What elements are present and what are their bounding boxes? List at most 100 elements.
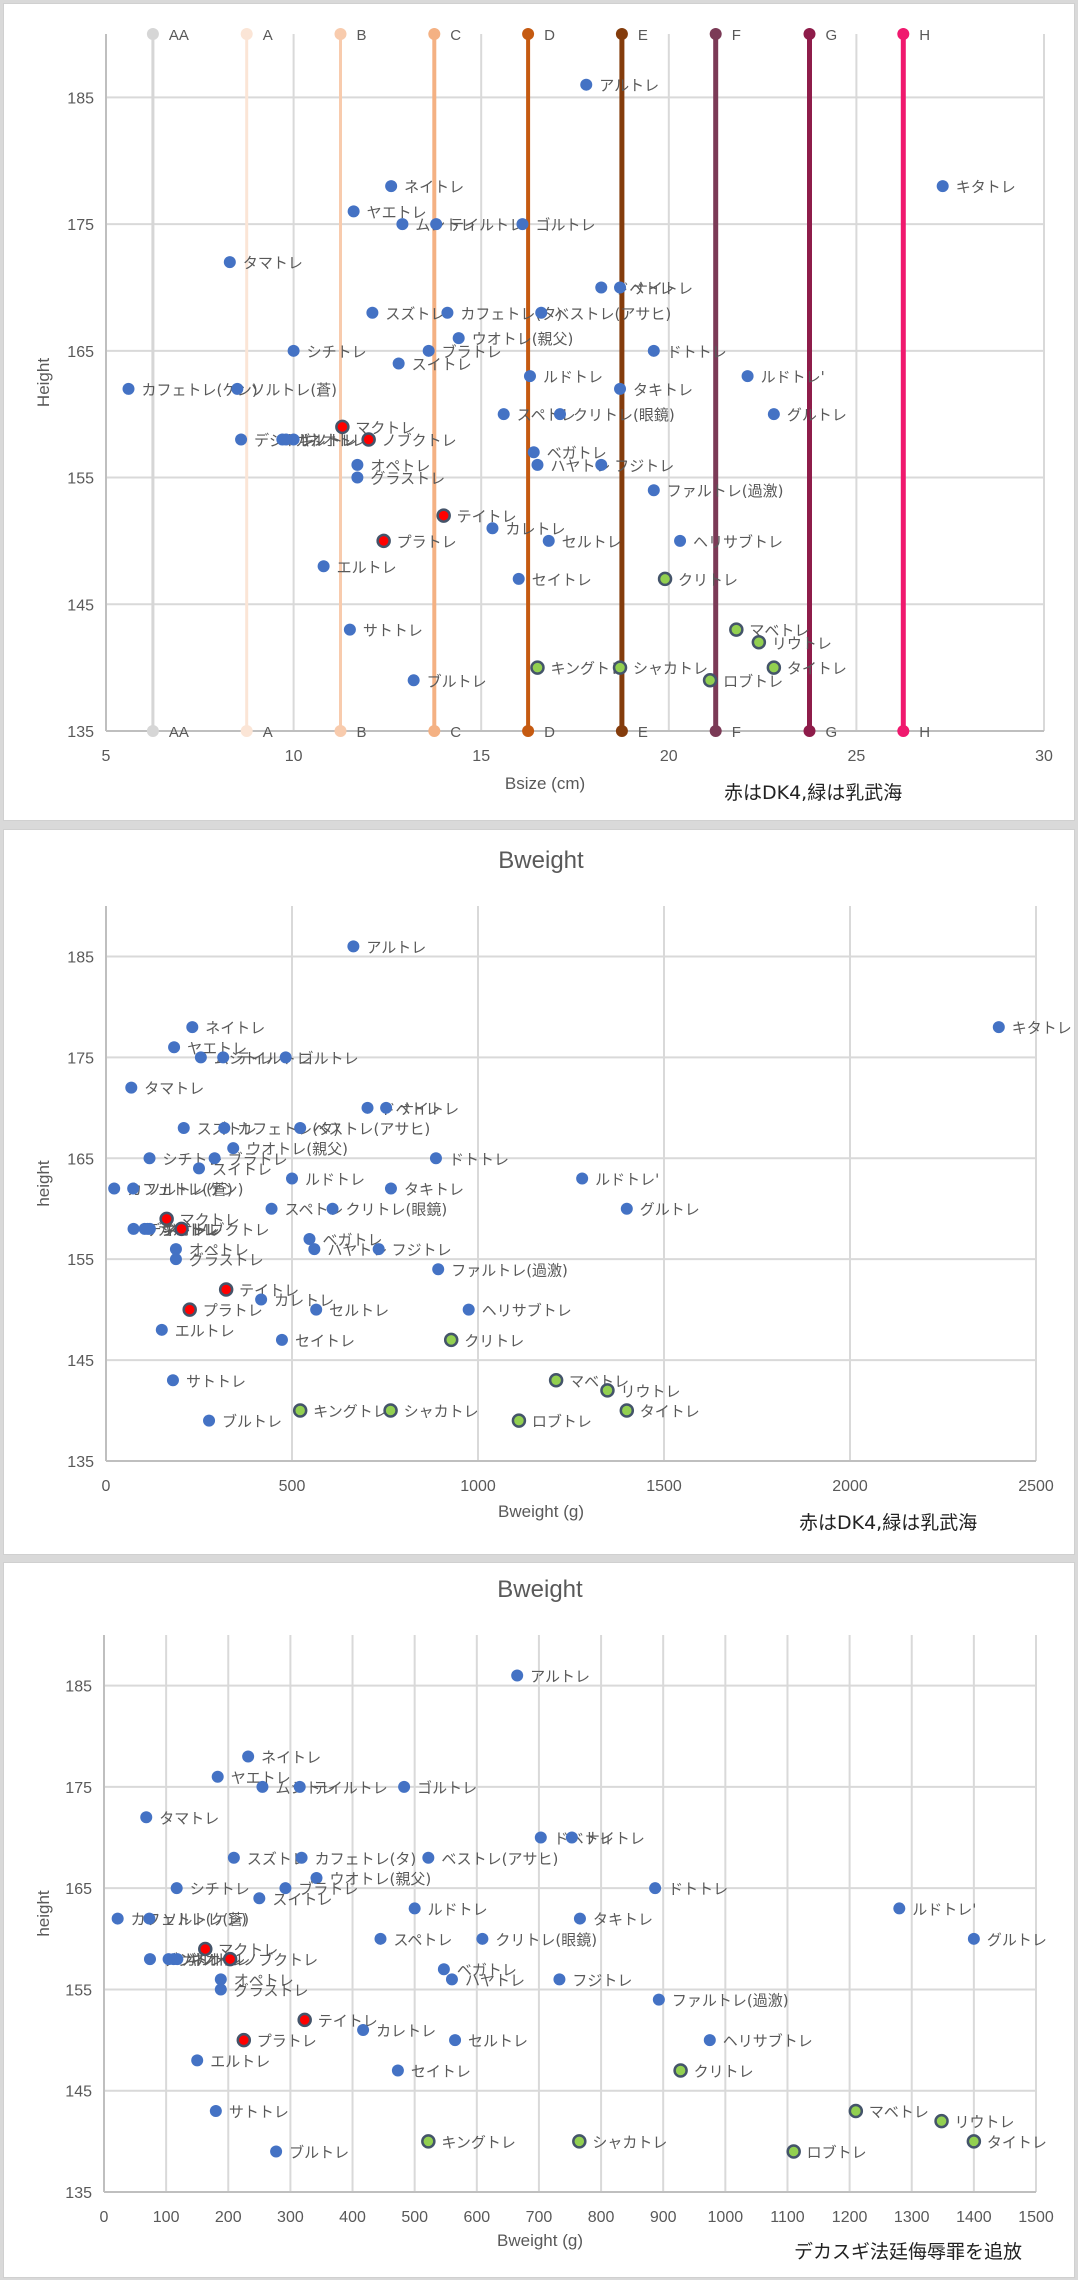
data-label: ドトトレ xyxy=(667,343,727,361)
y-tick-label: 145 xyxy=(65,2084,92,2101)
data-point xyxy=(436,508,451,523)
bweight-height-scatter-full: 135 145 155 165 175 185 0 500 1000 1500 2000 2500 Bw… xyxy=(34,847,1072,1534)
y-tick-label: 135 xyxy=(67,1454,94,1471)
cup-band-label-bottom-C: C xyxy=(450,724,461,741)
y-tick-label: 135 xyxy=(65,2185,92,2202)
data-label: ムシトレ xyxy=(415,216,475,234)
data-point xyxy=(511,1669,524,1682)
data-point xyxy=(351,458,364,471)
data-label: セルトレ xyxy=(329,1302,389,1320)
data-label: ネイトレ xyxy=(261,1749,321,1767)
data-label: セイトレ xyxy=(411,2062,471,2080)
data-label: スイトレ xyxy=(412,355,472,373)
x-tick-label: 700 xyxy=(526,2209,553,2226)
data-label: ナイトレ xyxy=(633,279,693,297)
data-point xyxy=(293,1780,306,1793)
x-tick-label: 500 xyxy=(279,1478,306,1495)
data-label: ルドトレ' xyxy=(912,1900,976,1918)
x-tick-label: 0 xyxy=(102,1478,111,1495)
data-point xyxy=(535,306,548,319)
data-label: オペトレ xyxy=(234,1971,294,1989)
data-label: シャカトレ xyxy=(592,2133,667,2151)
data-point xyxy=(396,218,409,231)
data-point xyxy=(279,1051,292,1064)
data-point xyxy=(193,1162,205,1175)
cup-band-marker-top-B xyxy=(334,28,347,40)
data-point xyxy=(222,1951,238,1967)
data-label: タイトレ xyxy=(987,2133,1047,2151)
data-label: エルトレ xyxy=(337,558,397,576)
data-point xyxy=(619,1403,635,1418)
x-tick-label: 1200 xyxy=(832,2209,868,2226)
data-point xyxy=(223,256,236,269)
cup-band-marker-bottom-AA xyxy=(146,725,159,737)
data-point xyxy=(357,2023,370,2036)
data-point xyxy=(140,1811,153,1824)
data-point xyxy=(361,1101,374,1114)
data-point xyxy=(343,623,356,636)
data-point xyxy=(169,1253,182,1266)
data-label: タマトレ xyxy=(144,1080,204,1098)
x-tick-label: 500 xyxy=(401,2209,428,2226)
data-label: フジトレ xyxy=(572,1971,632,1989)
x-tick-label: 1100 xyxy=(770,2209,805,2226)
x-tick-label: 300 xyxy=(277,2209,304,2226)
data-point xyxy=(516,218,529,231)
data-point xyxy=(620,1202,633,1215)
x-tick-label: 1000 xyxy=(708,2209,744,2226)
data-point xyxy=(511,1413,527,1428)
data-label: プラトレ xyxy=(257,2032,317,2050)
data-point xyxy=(429,1152,442,1165)
data-label: キングトレ xyxy=(441,2133,516,2151)
data-point xyxy=(652,1993,665,2006)
cup-band-marker-top-C xyxy=(428,28,441,40)
data-point xyxy=(214,1983,227,1996)
data-point xyxy=(125,1081,138,1094)
data-point xyxy=(600,1383,615,1398)
data-label: ファルトレ(過激) xyxy=(667,482,784,500)
data-label: クリトレ xyxy=(694,2062,754,2080)
data-label: ブルトレ xyxy=(289,2143,349,2161)
data-point xyxy=(242,1750,255,1763)
data-point xyxy=(385,180,398,193)
cup-band-marker-top-AA xyxy=(146,28,159,40)
cup-band-marker-top-D xyxy=(522,28,535,40)
data-point xyxy=(236,2032,252,2048)
data-point xyxy=(380,1101,393,1114)
x-tick-label: 100 xyxy=(153,2209,180,2226)
cup-band-label-top-E: E xyxy=(638,27,648,44)
data-label: ブラトレ xyxy=(442,343,502,361)
data-label: ヤエトレ xyxy=(367,203,427,221)
data-label: サトトレ xyxy=(186,1372,246,1390)
data-label: ナイトレ xyxy=(399,1100,459,1118)
data-label: ルドトレ xyxy=(428,1900,488,1918)
data-point xyxy=(374,1932,387,1945)
data-point xyxy=(214,1973,227,1986)
data-label: オペトレ xyxy=(370,457,430,475)
data-point xyxy=(347,205,360,218)
data-label: カフェトレ(ケン) xyxy=(131,1911,247,1929)
data-label: マベトレ xyxy=(569,1372,629,1390)
data-point xyxy=(786,2144,801,2159)
data-point xyxy=(967,1932,980,1945)
data-point xyxy=(512,572,525,585)
data-point xyxy=(422,344,435,357)
data-label: クリトレ(眼鏡) xyxy=(346,1201,448,1219)
data-point xyxy=(227,1851,240,1864)
cup-band-marker-top-H xyxy=(897,28,910,40)
data-point xyxy=(376,533,391,549)
data-label: ヘリサブトレ xyxy=(693,533,783,551)
data-label: カレトレ xyxy=(505,520,565,538)
x-tick-label: 0 xyxy=(100,2209,109,2226)
data-label: ベストレ(アサヒ) xyxy=(313,1120,430,1138)
data-label: ロブトレ xyxy=(807,2143,867,2161)
data-point xyxy=(111,1912,124,1925)
data-point xyxy=(523,370,536,383)
data-label: カフェトレ(タ) xyxy=(237,1120,339,1138)
data-point xyxy=(452,332,465,345)
data-point xyxy=(649,1882,662,1895)
x-tick-label: 10 xyxy=(285,748,303,765)
data-point xyxy=(614,281,627,294)
cup-band-label-bottom-H: H xyxy=(919,724,930,741)
